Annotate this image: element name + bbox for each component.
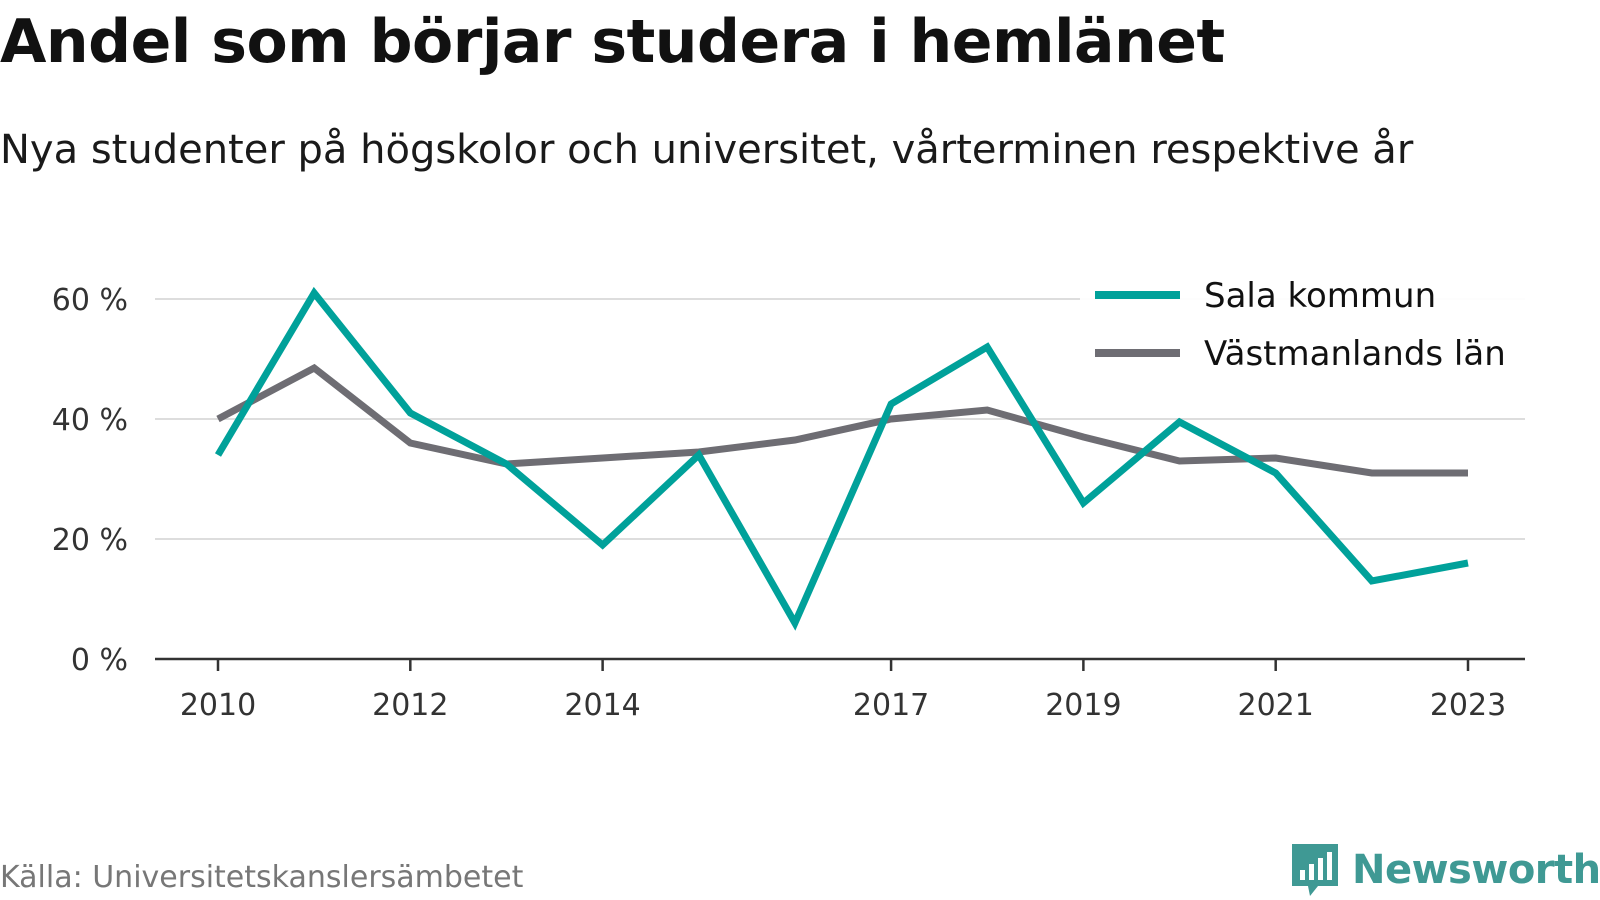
- x-tick-label: 2019: [1045, 688, 1121, 723]
- y-tick-label: 40 %: [52, 403, 128, 438]
- x-tick-label: 2010: [180, 688, 256, 723]
- chart-subtitle: Nya studenter på högskolor och universit…: [0, 127, 1414, 173]
- x-tick-label: 2023: [1430, 688, 1506, 723]
- series-line-sala-kommun: [214, 286, 1469, 631]
- x-tick-label: 2012: [372, 688, 448, 723]
- source-note: Källa: Universitetskanslersämbetet: [0, 860, 524, 895]
- axes: 0 % 20 % 40 % 60 % 2010 2012 2014 2017 2019 2021 2…: [52, 283, 1525, 723]
- brand-name: Newsworthy: [1352, 847, 1600, 893]
- x-tick-label: 2021: [1238, 688, 1314, 723]
- y-tick-label: 0 %: [71, 643, 128, 678]
- legend: Sala kommun Västmanlands län: [1080, 272, 1525, 382]
- x-tick-label: 2017: [853, 688, 929, 723]
- line-chart: 0 % 20 % 40 % 60 % 2010 2012 2014 2017 2019 2021 2…: [51, 272, 1525, 723]
- legend-label: Västmanlands län: [1204, 334, 1506, 374]
- series-lines: [214, 286, 1469, 631]
- newsworthy-bar-chart-icon: [1292, 844, 1338, 896]
- legend-label: Sala kommun: [1204, 276, 1436, 316]
- y-tick-label: 20 %: [52, 523, 128, 558]
- x-tick-label: 2014: [564, 688, 640, 723]
- chart-title: Andel som börjar studera i hemlänet: [0, 7, 1225, 77]
- legend-background: [1080, 272, 1525, 382]
- brand-logo: Newsworthy: [1290, 840, 1600, 900]
- y-tick-label: 60 %: [52, 283, 128, 318]
- series-line-vastmanlands-lan: [216, 363, 1468, 477]
